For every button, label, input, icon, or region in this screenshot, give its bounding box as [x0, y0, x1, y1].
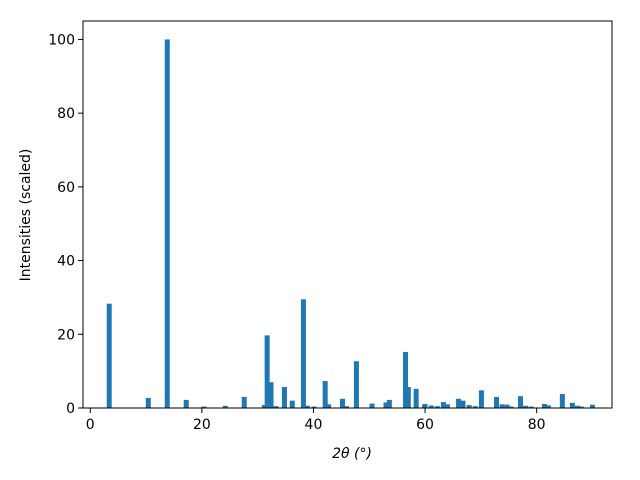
bar: [472, 406, 478, 408]
bar: [289, 400, 295, 408]
y-axis-label: Intensities (scaled): [18, 149, 34, 282]
x-tick-label: 40: [305, 417, 323, 433]
bar: [268, 382, 274, 408]
bar: [528, 406, 534, 408]
bar: [326, 404, 332, 408]
bar: [589, 404, 595, 408]
bar: [545, 405, 551, 408]
bar: [261, 405, 267, 408]
bar: [222, 405, 228, 408]
bar: [504, 404, 510, 408]
bar: [559, 393, 565, 408]
bar: [343, 406, 349, 408]
bar: [517, 396, 523, 408]
bar: [273, 406, 279, 408]
bar: [353, 361, 359, 408]
bar: [241, 396, 247, 408]
bar: [322, 381, 328, 408]
bar: [434, 406, 440, 408]
y-tick-label: 80: [57, 106, 75, 122]
x-tick-label: 60: [416, 417, 434, 433]
bar: [478, 390, 484, 408]
bar: [523, 405, 529, 408]
bar: [440, 402, 446, 408]
bar: [499, 404, 505, 408]
y-tick-label: 20: [57, 327, 75, 343]
bar: [201, 406, 207, 408]
y-tick-label: 0: [66, 401, 75, 417]
bar: [300, 299, 306, 408]
bar: [281, 386, 287, 408]
bar: [403, 351, 409, 408]
y-tick-label: 100: [48, 32, 75, 48]
bar: [466, 405, 472, 408]
bar: [569, 402, 575, 408]
bar: [574, 405, 580, 408]
x-tick-label: 80: [528, 417, 546, 433]
bar: [383, 402, 389, 408]
bar: [304, 405, 310, 408]
bar: [164, 39, 170, 409]
bar: [405, 386, 411, 408]
x-axis-label: 2θ (°): [332, 446, 372, 462]
bar: [460, 400, 466, 408]
bar: [339, 398, 345, 408]
bar: [413, 388, 419, 408]
y-tick-label: 40: [57, 254, 75, 270]
bar: [106, 303, 112, 408]
bar: [493, 396, 499, 408]
x-tick-label: 0: [86, 417, 95, 433]
bar: [145, 398, 151, 408]
bar: [456, 398, 462, 408]
bar: [444, 404, 450, 408]
bar: [541, 403, 547, 408]
bar: [311, 406, 317, 408]
bar: [386, 399, 392, 408]
plot-frame: [82, 20, 613, 409]
bar: [428, 405, 434, 408]
bar: [508, 406, 514, 408]
bar: [369, 403, 375, 408]
bar: [183, 399, 189, 408]
x-tick-label: 20: [193, 417, 211, 433]
y-tick-label: 60: [57, 180, 75, 196]
bar: [578, 406, 584, 408]
bar: [422, 403, 428, 408]
bar: [264, 335, 270, 408]
